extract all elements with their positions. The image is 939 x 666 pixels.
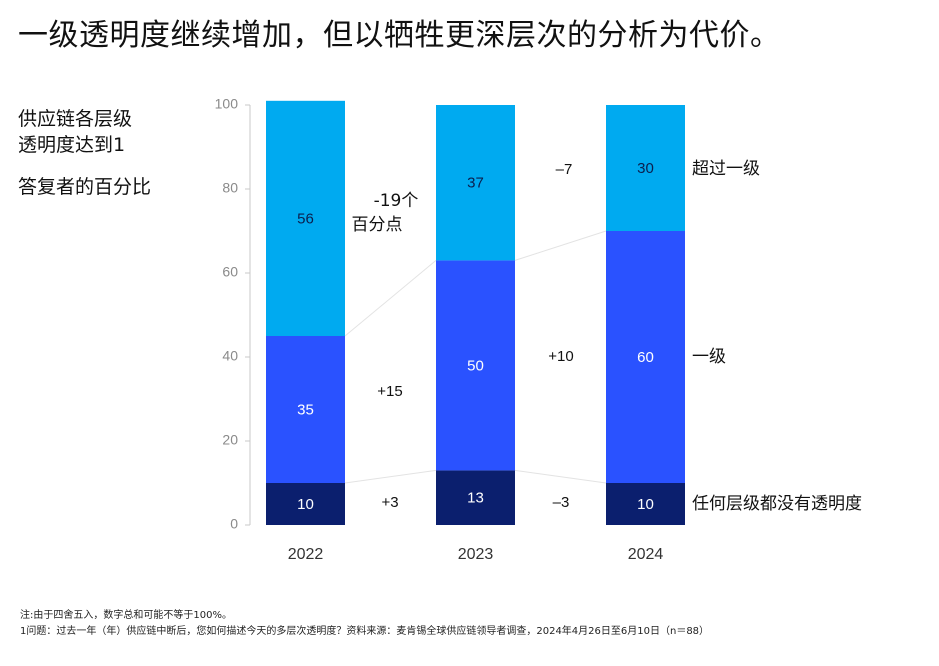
change-beyond-2022-2023-line2: 百分点 (352, 215, 403, 235)
change-first-tier-2023-2024: +10 (548, 348, 573, 365)
bar-segment-2024-0 (606, 483, 685, 525)
chart-title: 一级透明度继续增加，但以牺牲更深层次的分析为代价。 (18, 18, 781, 53)
bar-segment-2024-1 (606, 231, 685, 483)
connector-line (514, 230, 607, 261)
bar-segment-2022-0 (266, 483, 345, 525)
y-tick-label-0: 0 (230, 516, 238, 532)
side-label-unit: 答复者的百分比 (18, 176, 152, 198)
connector-line (344, 469, 437, 484)
x-category-label-2023: 2023 (458, 546, 494, 563)
change-beyond-2022-2023-line1: -19个 (374, 191, 419, 211)
legend-label-1: 一级 (692, 347, 726, 367)
bar-segment-2022-2 (266, 100, 345, 336)
bar-segment-2022-1 (266, 336, 345, 483)
y-tick-label-60: 60 (222, 264, 238, 280)
segment-label: 50 (467, 357, 484, 374)
bar-segment-2023-1 (436, 260, 515, 471)
segment-label: 37 (467, 175, 484, 192)
connector-line (344, 260, 437, 337)
segment-label: 60 (637, 349, 654, 366)
y-tick-label-100: 100 (215, 96, 239, 112)
footnote-rounding: 注:由于四舍五入，数字总和可能不等于100%。 (20, 610, 232, 621)
side-label-line2: 透明度达到1 (18, 134, 126, 156)
segment-label: 30 (637, 160, 654, 177)
segment-label: 56 (297, 210, 314, 227)
footnotes: 注:由于四舍五入，数字总和可能不等于100%。 1问题：过去一年（年）供应链中断… (20, 608, 709, 640)
x-category-label-2022: 2022 (288, 546, 324, 563)
y-tick-label-20: 20 (222, 432, 238, 448)
change-none-2023-2024: –3 (553, 494, 570, 511)
bar-segment-2024-2 (606, 105, 685, 231)
y-tick-label-40: 40 (222, 348, 238, 364)
legend-label-2: 超过一级 (692, 159, 760, 179)
side-label-line1: 供应链各层级 (18, 108, 133, 130)
segment-label: 10 (637, 496, 654, 513)
bar-segment-2023-2 (436, 105, 515, 261)
segment-label: 10 (297, 496, 314, 513)
change-beyond-2023-2024: –7 (556, 161, 573, 178)
footnote-source: 1问题：过去一年（年）供应链中断后，您如何描述今天的多层次透明度？资料来源：麦肯… (20, 626, 710, 637)
change-none-2022-2023: +3 (381, 494, 398, 511)
segment-label: 35 (297, 401, 314, 418)
change-first-tier-2022-2023: +15 (377, 383, 402, 400)
x-category-label-2024: 2024 (628, 546, 664, 563)
connector-line (514, 469, 607, 484)
stacked-bar-chart: 0 20 40 60 80 100 10 35 56 2022 13 50 37 2023 10 60 30 20… (215, 96, 862, 564)
segment-label: 13 (467, 490, 484, 507)
y-tick-label-80: 80 (222, 180, 238, 196)
legend-label-0: 任何层级都没有透明度 (692, 494, 862, 514)
bar-segment-2023-0 (436, 470, 515, 525)
